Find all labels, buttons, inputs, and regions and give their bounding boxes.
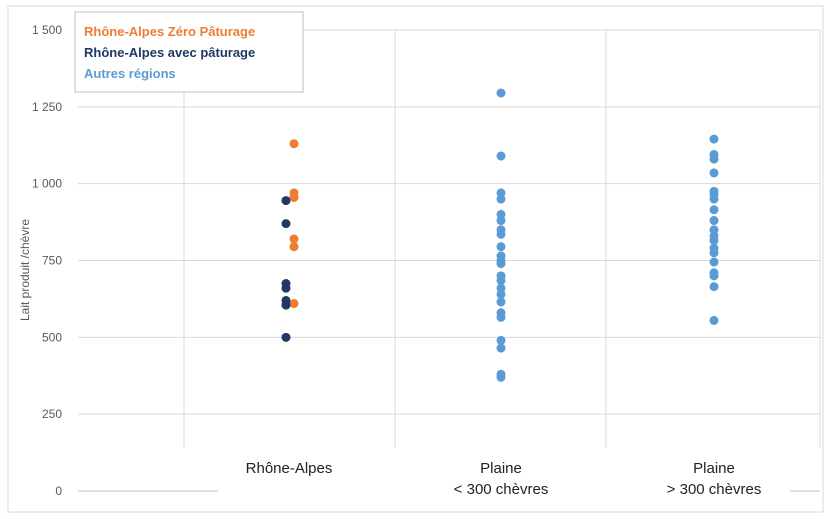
data-point	[281, 219, 291, 229]
data-point	[709, 194, 719, 204]
data-point	[709, 236, 719, 246]
legend-entry: Rhône-Alpes avec pâturage	[84, 45, 255, 60]
y-tick-label: 0	[55, 484, 62, 498]
legend: Rhône-Alpes Zéro Pâturage Rhône-Alpes ave…	[74, 11, 304, 93]
data-point	[281, 300, 291, 310]
y-tick-label: 1 000	[32, 177, 62, 191]
data-point	[496, 312, 506, 322]
category-label: Plaine < 300 chèvres	[454, 460, 549, 498]
data-point	[496, 151, 506, 161]
y-tick-label: 1 500	[32, 23, 62, 37]
data-point	[709, 154, 719, 164]
y-tick-label: 250	[42, 407, 62, 421]
data-point	[709, 134, 719, 144]
data-point	[496, 88, 506, 98]
data-point	[709, 271, 719, 281]
data-point	[496, 259, 506, 269]
category-labels: Rhône-Alpes Plaine < 300 chèvres Plaine > 30…	[246, 460, 762, 498]
y-tick-label: 500	[42, 330, 62, 344]
data-point	[709, 248, 719, 258]
data-point	[709, 216, 719, 226]
data-point	[709, 205, 719, 215]
data-point	[281, 283, 291, 293]
y-axis-title: Lait produit /chèvre	[18, 219, 32, 321]
data-point	[496, 297, 506, 307]
data-point	[709, 315, 719, 325]
data-point	[496, 194, 506, 204]
category-label: Rhône-Alpes	[246, 460, 333, 477]
legend-entry: Rhône-Alpes Zéro Pâturage	[84, 24, 255, 39]
data-point	[496, 275, 506, 285]
legend-box	[74, 11, 304, 93]
data-point	[709, 282, 719, 292]
data-point	[496, 335, 506, 345]
data-point	[289, 234, 299, 244]
data-point	[496, 289, 506, 299]
data-point	[496, 242, 506, 252]
y-tick-label: 750	[42, 254, 62, 268]
data-point	[289, 299, 299, 309]
data-point	[496, 216, 506, 226]
data-point	[709, 257, 719, 267]
data-point	[289, 242, 299, 252]
data-point	[496, 372, 506, 382]
data-point	[289, 139, 299, 149]
data-points	[281, 88, 719, 382]
y-axis-tick-labels: 0 250 500 750 1 000 1 250 1 500	[32, 23, 62, 498]
legend-entry: Autres régions	[84, 66, 176, 81]
data-point	[281, 196, 291, 206]
data-point	[289, 192, 299, 202]
data-point	[496, 343, 506, 353]
data-point	[496, 229, 506, 239]
horizontal-gridlines	[78, 29, 820, 492]
y-tick-label: 1 250	[32, 100, 62, 114]
category-label: Plaine > 300 chèvres	[667, 460, 762, 498]
vertical-gridlines	[183, 30, 821, 448]
data-point	[709, 168, 719, 178]
data-point	[281, 332, 291, 342]
